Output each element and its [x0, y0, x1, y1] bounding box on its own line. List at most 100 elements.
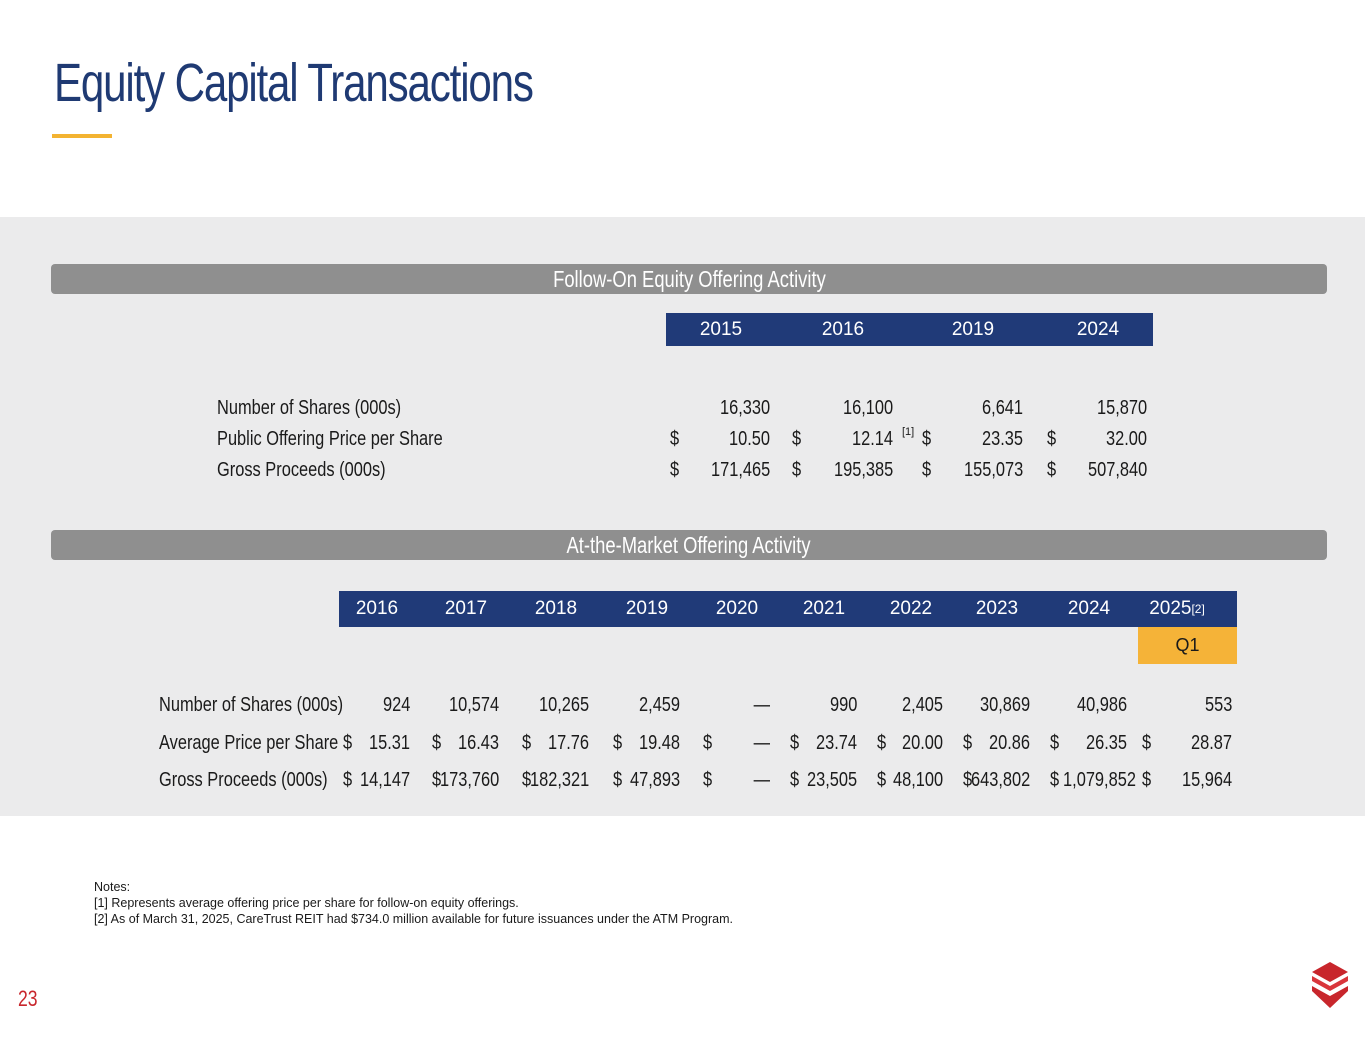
- table-cell: 553: [1204, 694, 1232, 716]
- follow-on-year-bar: 2015 2016 2019 2024: [666, 313, 1153, 346]
- table-cell: 30,869: [979, 694, 1030, 716]
- table-cell: 40,986: [1076, 694, 1127, 716]
- atm-year-label: 2018: [534, 598, 578, 619]
- follow-on-year: 2015: [699, 318, 743, 340]
- table-cell: 2,459: [638, 694, 680, 716]
- table-cell: —: [753, 769, 770, 791]
- table-cell: 23.35: [981, 428, 1023, 450]
- caretrust-logo-icon: [1312, 962, 1348, 1008]
- table-cell: 15,870: [1096, 397, 1147, 419]
- notes-heading: Notes:: [94, 880, 131, 894]
- atm-year: 2018: [516, 591, 596, 627]
- atm-year-label: 2023: [975, 598, 1019, 619]
- table-cell: 32.00: [1105, 428, 1147, 450]
- row-label: Number of Shares (000s): [159, 694, 344, 716]
- atm-year-label: 2020: [715, 598, 759, 619]
- atm-year: 2025 [2]: [1137, 591, 1217, 627]
- follow-on-year: 2024: [1076, 318, 1120, 340]
- table-cell: 12.14: [851, 428, 893, 450]
- currency-symbol: $: [963, 769, 973, 791]
- currency-symbol: $: [922, 428, 932, 450]
- atm-year: 2022: [871, 591, 951, 627]
- currency-symbol: $: [922, 459, 932, 481]
- q1-label: Q1: [1138, 627, 1237, 664]
- atm-year: 2021: [784, 591, 864, 627]
- atm-year-label: 2025: [1149, 598, 1192, 619]
- table-cell: —: [753, 694, 770, 716]
- atm-year: 2019: [607, 591, 687, 627]
- currency-symbol: $: [613, 732, 623, 754]
- currency-symbol: $: [670, 428, 680, 450]
- atm-year: 2017: [426, 591, 506, 627]
- table-cell: 20.86: [988, 732, 1030, 754]
- table-cell: 28.87: [1190, 732, 1232, 754]
- table-cell: 6,641: [981, 397, 1023, 419]
- row-label: Gross Proceeds (000s): [217, 459, 386, 481]
- currency-symbol: $: [790, 732, 800, 754]
- currency-symbol: $: [343, 732, 353, 754]
- table-cell: 2,405: [901, 694, 943, 716]
- table-cell: 16.43: [457, 732, 499, 754]
- table-cell: 15.31: [368, 732, 410, 754]
- table-cell: 15,964: [1181, 769, 1232, 791]
- footnote-marker: [2]: [1191, 602, 1205, 616]
- row-label: Public Offering Price per Share: [217, 428, 443, 450]
- currency-symbol: $: [963, 732, 973, 754]
- content-band: [0, 217, 1365, 816]
- table-cell: 17.76: [547, 732, 589, 754]
- table-cell: 10.50: [728, 428, 770, 450]
- row-label: Average Price per Share: [159, 732, 339, 754]
- atm-year-label: 2024: [1067, 598, 1111, 619]
- table-cell: 47,893: [629, 769, 680, 791]
- currency-symbol: $: [703, 769, 713, 791]
- currency-symbol: $: [792, 459, 802, 481]
- currency-symbol: $: [670, 459, 680, 481]
- table-cell: 10,265: [538, 694, 589, 716]
- title-underline: [52, 134, 112, 138]
- table-cell: 23,505: [806, 769, 857, 791]
- currency-symbol: $: [522, 732, 532, 754]
- atm-year: 2020: [697, 591, 777, 627]
- atm-header: At-the-Market Offering Activity: [51, 530, 1327, 560]
- footnote-marker: [1]: [902, 426, 915, 438]
- currency-symbol: $: [1047, 459, 1057, 481]
- row-label: Number of Shares (000s): [217, 397, 402, 419]
- currency-symbol: $: [790, 769, 800, 791]
- table-cell: —: [753, 732, 770, 754]
- table-cell: 1,079,852: [1063, 769, 1136, 791]
- table-cell: 14,147: [359, 769, 410, 791]
- atm-year-bar: 2016 2017 2018 2019 2020 2021 2022 2023 2024 2025…: [339, 591, 1237, 627]
- page-number: 23: [18, 986, 38, 1011]
- atm-year-label: 2021: [802, 598, 846, 619]
- table-cell: 182,321: [529, 769, 589, 791]
- currency-symbol: $: [792, 428, 802, 450]
- atm-year-label: 2022: [889, 598, 933, 619]
- table-cell: 20.00: [901, 732, 943, 754]
- page-title: Equity Capital Transactions: [54, 53, 534, 113]
- table-cell: 10,574: [448, 694, 499, 716]
- currency-symbol: $: [877, 769, 887, 791]
- note-item: [2] As of March 31, 2025, CareTrust REIT…: [94, 912, 733, 926]
- currency-symbol: $: [613, 769, 623, 791]
- table-cell: 195,385: [833, 459, 893, 481]
- table-cell: 16,100: [842, 397, 893, 419]
- currency-symbol: $: [877, 732, 887, 754]
- table-cell: 23.74: [815, 732, 857, 754]
- currency-symbol: $: [432, 732, 442, 754]
- follow-on-header: Follow-On Equity Offering Activity: [51, 264, 1327, 294]
- currency-symbol: $: [432, 769, 442, 791]
- currency-symbol: $: [1047, 428, 1057, 450]
- currency-symbol: $: [1050, 732, 1060, 754]
- currency-symbol: $: [343, 769, 353, 791]
- atm-year-label: 2019: [625, 598, 669, 619]
- table-cell: 990: [829, 694, 857, 716]
- currency-symbol: $: [1142, 732, 1152, 754]
- table-cell: 171,465: [710, 459, 770, 481]
- atm-year-label: 2016: [355, 598, 399, 619]
- table-cell: 19.48: [638, 732, 680, 754]
- currency-symbol: $: [1142, 769, 1152, 791]
- table-cell: 924: [382, 694, 410, 716]
- currency-symbol: $: [522, 769, 532, 791]
- currency-symbol: $: [1050, 769, 1060, 791]
- atm-year: 2024: [1049, 591, 1129, 627]
